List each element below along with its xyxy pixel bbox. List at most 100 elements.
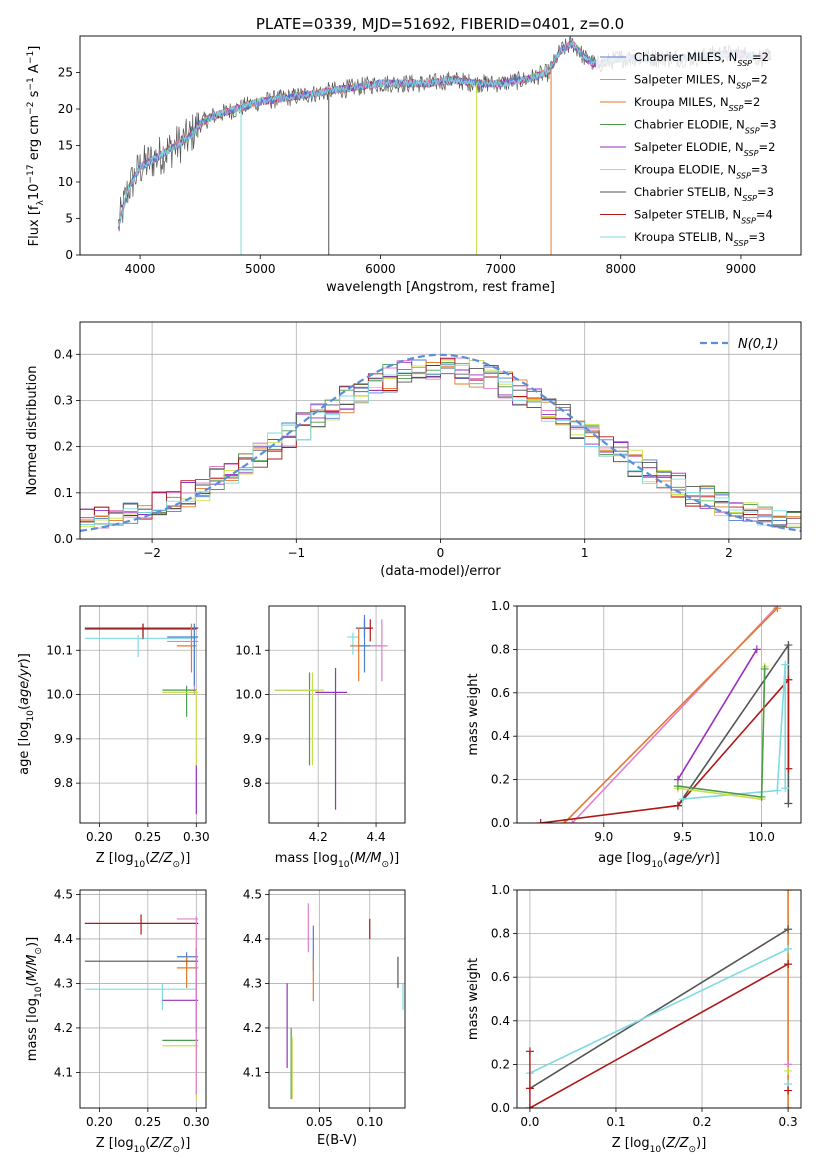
x-tick-label: 9.0 [594,830,613,844]
y-tick-label: 4.3 [54,976,73,990]
weight-line-kroupa_miles [563,607,778,823]
y-axis-label: age [log10(age/yr)] [17,653,36,775]
label-part: SSP [744,149,759,158]
label-part: Salpeter STELIB, N [634,208,741,222]
label-part: SSP [729,104,744,113]
label-part: age [log [598,851,651,866]
weight-marker [784,890,793,894]
legend-entry: Kroupa ELODIE, NSSP=3 [634,163,768,181]
label-part: =2 [758,140,775,154]
weight-marker [673,782,682,791]
label-part: =2 [751,73,768,87]
plot-area-residuals [80,353,801,532]
weight-marker [784,925,793,934]
y-tick-label: 10 [58,175,73,189]
x-axis-label: (data-model)/error [380,564,501,579]
panel-age_vs_Z: 0.20 0.25 0.309.89.910.010.1Z [log10(Z/Z⊙)… [17,605,210,870]
label-part: Chabrier ELODIE, N [634,118,745,132]
y-tick-label: 0.8 [491,642,510,656]
y-tick-label: 0.2 [491,773,510,787]
label-part: Salpeter MILES, N [634,73,736,87]
label-part: Kroupa ELODIE, N [634,163,736,177]
label-part: mass [log [275,851,338,866]
weight-line-salpeter_stelib [540,677,790,823]
axes-frame [516,889,802,1109]
axes-frame [268,889,406,1109]
label-part: Z [log [96,851,134,866]
y-tick-label: 10.1 [235,643,262,657]
label-part: erg cm [27,115,42,164]
y-tick-label: 0.4 [491,1014,510,1028]
x-tick-label: 0.10 [356,1115,383,1129]
x-tick-label: 4000 [125,262,156,276]
axes-frame [79,605,207,824]
label-part: Salpeter ELODIE, N [634,140,744,154]
x-tick-label: 1 [581,546,589,560]
label-part: ( [145,851,150,866]
y-tick-label: 0.0 [491,816,510,830]
legend-entry: N(0,1) [738,337,779,352]
y-axis-label: mass [log10(M/M⊙)] [25,937,44,1061]
label-part: −1 [26,51,36,64]
weight-marker [784,641,793,650]
weight-marker [673,801,682,810]
y-tick-label: 0 [65,248,73,262]
legend-entry: Salpeter MILES, NSSP=2 [634,73,768,91]
x-tick-label: 0.30 [183,1115,210,1129]
label-part: M/M [25,955,40,982]
panel-weight_vs_Z: 0.0 0.1 0.2 0.3 0.0 0.2 0.4 0.6 0.8 1.0 mass weigh… [466,883,802,1155]
x-tick-label: 0.20 [86,830,113,844]
y-tick-label: 4.3 [243,976,262,990]
axes-frame [79,35,802,256]
label-part: SSP [741,216,756,225]
label-part: ⊙ [34,947,44,955]
x-tick-label: 8000 [605,262,636,276]
gaussian-curve [80,353,801,532]
label-part: age/yr [668,851,711,866]
axes-frame [79,889,207,1109]
label-part: )] [180,1136,190,1151]
label-part: 10 [134,860,146,870]
x-tick-label: −1 [287,546,305,560]
label-part: )] [389,851,399,866]
x-tick-label: 6000 [365,262,396,276]
weight-marker [784,1104,793,1108]
label-part: )] [710,851,720,866]
x-tick-label: 0.1 [606,1115,625,1129]
label-part: Chabrier STELIB, N [634,185,742,199]
weight-line-salpeter_stelib [529,963,789,1108]
legend-entry: Chabrier STELIB, NSSP=3 [634,185,774,203]
legend-entry: Chabrier ELODIE, NSSP=3 [634,118,777,136]
label-part: ( [17,705,32,710]
weight-line-chabrier_elodie [677,668,766,798]
y-tick-label: 4.4 [243,932,262,946]
label-part: −17 [26,164,36,183]
legend-entry: Kroupa STELIB, NSSP=3 [634,230,765,248]
label-part: ( [350,851,355,866]
panel-mass_vs_Z: 0.20 0.25 0.304.14.24.34.44.5Z [log10(Z/Z⊙… [25,887,210,1155]
legend-entry: Chabrier MILES, NSSP=2 [634,50,769,68]
label-part: 10 [26,710,36,722]
label-part: SSP [737,59,752,68]
label-part: mass [log [25,998,40,1061]
label-part: =4 [756,208,773,222]
label-part: ] [27,46,42,51]
plot-area-mass_vs_ebv [286,903,404,1100]
weight-marker [781,784,790,793]
weight-marker [784,944,793,953]
legend-box [596,44,796,253]
label-part: =3 [748,230,765,244]
panel-residuals: −2 −1 0 1 2 0.0 0.1 0.2 0.3 0.4 (data-model)/error… [25,321,802,579]
x-tick-label: 0.20 [86,1115,113,1129]
weight-marker [757,792,766,801]
plot-area-weight_vs_age [536,606,793,823]
weight-marker [752,645,761,654]
x-axis-label: Z [log10(Z/Z⊙)] [612,1136,707,1155]
y-tick-label: 0.8 [491,927,510,941]
weight-marker [760,664,769,673]
x-tick-label: 0.25 [134,1115,161,1129]
x-tick-label: 10.0 [748,830,775,844]
histogram-salpeter_stelib [80,357,801,526]
x-tick-label: 9.5 [673,830,692,844]
